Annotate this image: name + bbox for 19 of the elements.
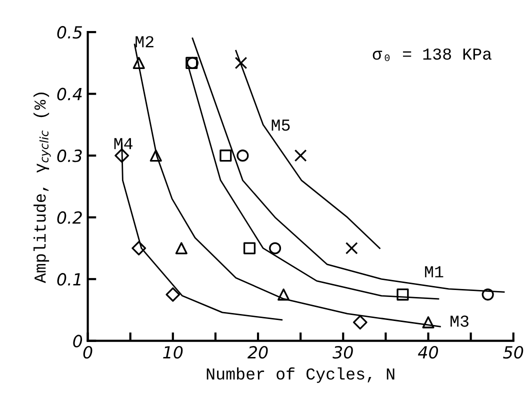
x-tick-label: 0	[83, 346, 92, 359]
x-tick-label: 10	[163, 346, 183, 359]
x-tick-label: 20	[247, 346, 268, 359]
x-tick-label: 30	[332, 346, 353, 359]
annotation: M3	[450, 316, 468, 327]
x-tick-label: 50	[503, 346, 524, 359]
annotation: M1	[425, 266, 444, 278]
annotation: σ₀ = 138 KPa	[372, 48, 492, 62]
y-axis-title: Amplitude, γ$_{cyclic}$ (%)	[34, 92, 51, 284]
y-tick-label: 0.1	[57, 273, 80, 286]
y-tick-label: 0.3	[57, 150, 82, 162]
x-tick-label: 40	[418, 346, 438, 359]
y-tick-label: 0.5	[57, 26, 82, 39]
y-tick-label: 0.2	[57, 211, 82, 224]
y-tick-label: 0.4	[57, 88, 82, 100]
x-axis-title: Number of Cycles, N	[206, 367, 394, 383]
y-tick-label: 0	[73, 334, 82, 348]
annotation: M5	[272, 120, 290, 131]
annotation: M2	[136, 36, 154, 48]
